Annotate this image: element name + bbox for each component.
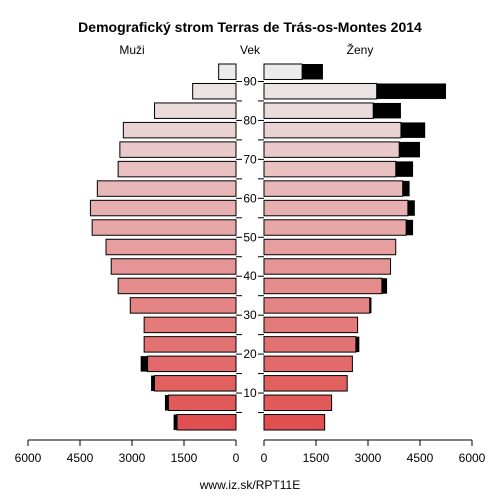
male-bar (176, 414, 237, 431)
x-tick-label: 0 (261, 451, 268, 465)
female-bar (263, 238, 397, 256)
female-excess-bar (376, 83, 446, 99)
male-excess-bar (151, 375, 155, 392)
age-tick-label: 50 (243, 230, 257, 244)
female-bar (263, 219, 407, 236)
male-bar (117, 160, 237, 178)
female-bar (263, 394, 333, 412)
age-tick-label: 30 (243, 308, 257, 322)
female-excess-bar (302, 64, 323, 80)
male-bar (154, 102, 237, 119)
female-excess-bar (381, 278, 388, 294)
male-excess-bar (140, 356, 148, 372)
age-tick-label: 10 (243, 386, 257, 400)
female-bar (263, 102, 374, 119)
x-tick-label: 6000 (459, 451, 486, 465)
female-bar (263, 414, 326, 431)
female-excess-bar (369, 297, 372, 314)
x-tick-label: 3000 (119, 451, 146, 465)
female-bar (263, 82, 378, 100)
male-bar (143, 316, 237, 334)
female-excess-bar (399, 141, 420, 158)
female-excess-bar (373, 102, 401, 119)
male-bar (122, 121, 237, 139)
female-bar (263, 316, 359, 334)
x-tick-label: 6000 (15, 451, 42, 465)
female-excess-bar (402, 180, 410, 197)
x-tick-label: 1500 (303, 451, 330, 465)
female-bar (263, 121, 402, 139)
age-tick-label: 70 (243, 152, 257, 166)
male-bar (167, 394, 237, 412)
male-bar (119, 141, 237, 158)
footer-source: www.iz.sk/RPT11E (199, 478, 300, 492)
female-bar (263, 141, 400, 158)
male-bar (89, 199, 237, 217)
male-bar (218, 63, 237, 80)
axes-group: 6000 4500 3000 1500 0 0 1500 3000 4500 6000 90 80 70… (15, 74, 486, 465)
age-tick-label: 90 (243, 74, 257, 88)
female-excess-bar (407, 200, 415, 216)
female-excess-bar (395, 161, 414, 177)
female-bar (263, 277, 383, 295)
male-excess-bar (173, 414, 178, 430)
male-bar (117, 277, 237, 295)
male-bar (129, 297, 237, 314)
female-excess-bar (355, 336, 360, 353)
female-excess-bar (406, 219, 414, 236)
x-tick-label: 4500 (407, 451, 434, 465)
age-label: Vek (240, 43, 261, 57)
female-label: Ženy (347, 42, 374, 57)
male-bar (110, 258, 237, 275)
x-tick-label: 1500 (171, 451, 198, 465)
female-bar (263, 199, 409, 217)
age-tick-label: 20 (243, 347, 257, 361)
female-excess-bar (400, 122, 426, 138)
male-bar (105, 238, 237, 256)
female-bar (263, 180, 404, 197)
female-bar (263, 160, 397, 178)
female-bar (263, 258, 392, 275)
age-tick-label: 60 (243, 191, 257, 205)
x-tick-label: 0 (233, 451, 240, 465)
male-label: Muži (119, 43, 144, 57)
male-bar (96, 180, 237, 197)
female-bar (263, 375, 348, 392)
male-bar (192, 82, 237, 100)
male-bar (147, 355, 237, 373)
female-bar (263, 63, 303, 80)
chart-title: Demografický strom Terras de Trás-os-Mon… (78, 19, 422, 35)
male-bar (154, 375, 237, 392)
x-tick-label: 4500 (67, 451, 94, 465)
age-tick-label: 40 (243, 269, 257, 283)
bars-group (89, 63, 446, 431)
male-excess-bar (164, 395, 169, 411)
x-tick-label: 3000 (355, 451, 382, 465)
age-tick-label: 80 (243, 113, 257, 127)
female-bar (263, 355, 353, 373)
female-bar (263, 336, 357, 353)
male-bar (91, 219, 237, 236)
male-bar (143, 336, 237, 353)
female-bar (263, 297, 371, 314)
